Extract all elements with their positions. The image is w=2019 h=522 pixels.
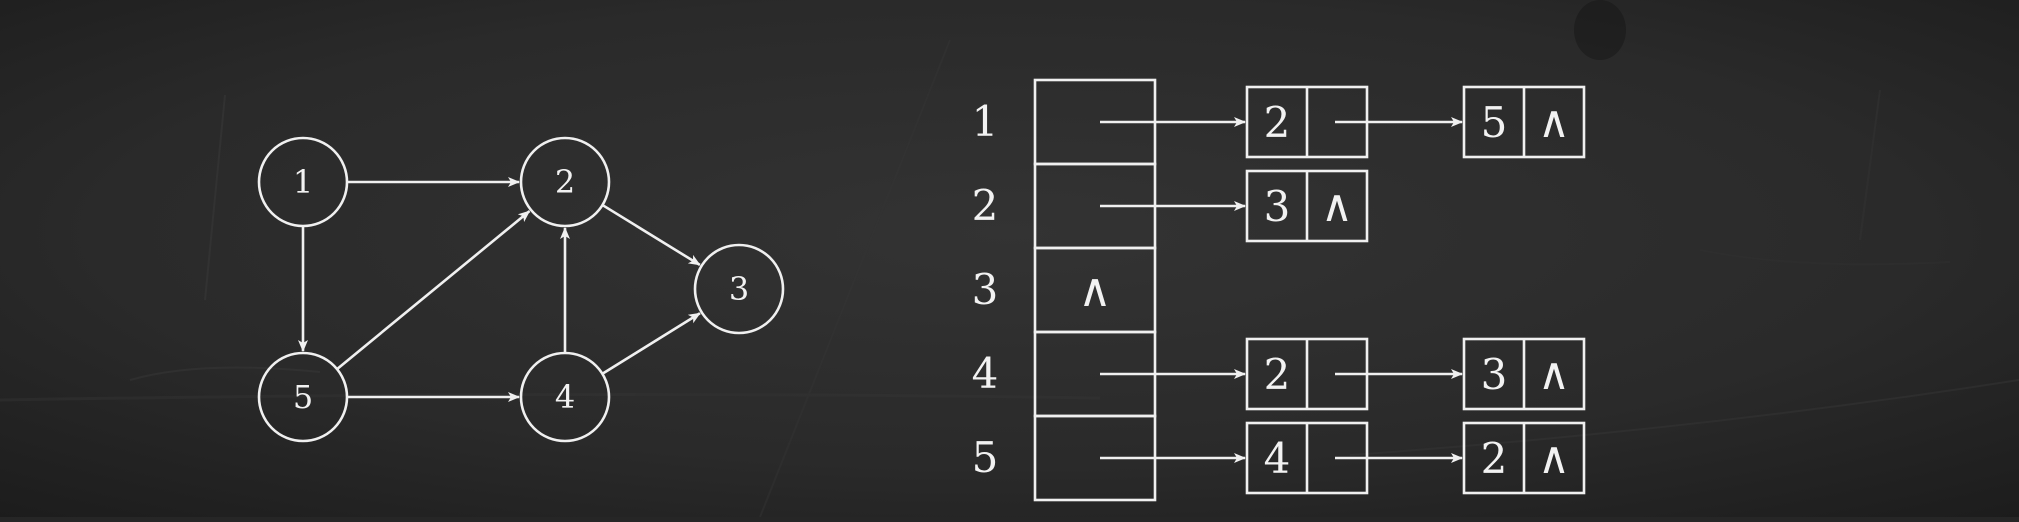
null-symbol: ∧ — [1078, 263, 1112, 317]
list-node: 5 ∧ — [1462, 85, 1586, 159]
list-node: 2 — [1245, 337, 1463, 411]
graph-node-1: 1 — [257, 136, 349, 228]
edge-2-to-3 — [602, 204, 701, 267]
list-node: 2 ∧ — [1462, 421, 1586, 495]
list-node-value: 3 — [1264, 182, 1291, 231]
adj-row-3: 3 ∧ — [972, 246, 1157, 334]
row-index-label: 1 — [972, 97, 999, 146]
adj-row-5: 5 4 2 ∧ — [972, 414, 1586, 502]
list-node: 2 — [1245, 85, 1463, 159]
adj-row-4: 4 2 3 ∧ — [972, 330, 1586, 418]
row-index-label: 4 — [972, 349, 999, 398]
node-circle — [519, 351, 611, 443]
list-node-value: 2 — [1264, 98, 1291, 147]
row-index-label: 2 — [972, 181, 999, 230]
list-node-value: 2 — [1481, 434, 1508, 483]
null-symbol: ∧ — [1538, 97, 1570, 148]
node-circle — [519, 136, 611, 228]
list-node-value: 3 — [1481, 350, 1508, 399]
node-label: 1 — [293, 163, 313, 201]
graph-node-5: 5 — [257, 351, 349, 443]
list-node-value: 4 — [1264, 434, 1291, 483]
node-circle — [257, 136, 349, 228]
node-label: 4 — [555, 378, 575, 416]
list-node: 3 ∧ — [1462, 337, 1586, 411]
graph-node-2: 2 — [519, 136, 611, 228]
null-symbol: ∧ — [1538, 349, 1570, 400]
adjacency-list: 1 2 5 ∧2 3 ∧3 ∧4 2 3 ∧5 4 2 ∧ — [972, 78, 1586, 502]
node-label: 3 — [729, 270, 749, 308]
list-node: 3 ∧ — [1245, 169, 1369, 243]
graph-edges — [298, 177, 701, 402]
row-index-label: 3 — [972, 265, 999, 314]
list-node: 4 — [1245, 421, 1463, 495]
node-label: 5 — [293, 378, 313, 416]
null-symbol: ∧ — [1538, 433, 1570, 484]
list-node-value: 5 — [1481, 98, 1508, 147]
list-node-value: 2 — [1264, 350, 1291, 399]
graph-nodes: 1 2 3 4 5 — [257, 136, 785, 443]
adj-row-2: 2 3 ∧ — [972, 162, 1369, 250]
graph-node-4: 4 — [519, 351, 611, 443]
edge-4-to-3 — [602, 312, 701, 375]
edge-5-to-2 — [336, 210, 531, 370]
row-index-label: 5 — [972, 433, 999, 482]
node-circle — [693, 243, 785, 335]
node-label: 2 — [555, 163, 575, 201]
node-circle — [257, 351, 349, 443]
graph-node-3: 3 — [693, 243, 785, 335]
null-symbol: ∧ — [1321, 181, 1353, 232]
